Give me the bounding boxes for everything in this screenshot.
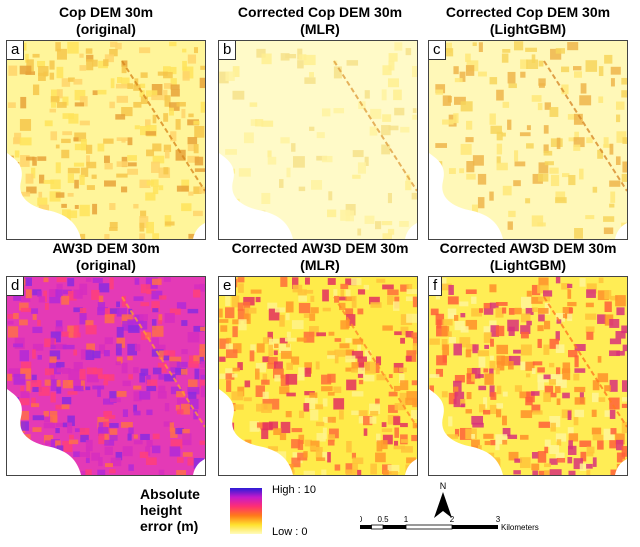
map-f-raster (429, 277, 627, 475)
panel-a-title-line1: Cop DEM 30m (58, 4, 154, 20)
scale-bar-segments (360, 524, 498, 530)
panel-d-title-line2: (original) (76, 257, 136, 273)
map-panel-c: c (428, 40, 628, 240)
panel-a-title: Cop DEM 30m (original) (0, 4, 212, 38)
map-d-raster (7, 277, 205, 475)
map-e-raster (219, 277, 417, 475)
panel-a-letter: a (7, 41, 25, 60)
panel-b-letter: b (219, 41, 237, 60)
panel-f-title: Corrected AW3D DEM 30m (LightGBM) (422, 240, 634, 274)
map-panel-e: e (218, 276, 418, 476)
map-c-raster (429, 41, 627, 239)
scale-tick-0: 0 (360, 515, 363, 524)
panel-f-title-line1: Corrected AW3D DEM 30m (439, 240, 617, 256)
north-label: N (440, 481, 447, 491)
scale-tick-1: 1 (404, 515, 409, 524)
north-arrow-icon: N (431, 480, 455, 527)
scale-units: Kilometers (501, 523, 539, 532)
legend-color-ramp (230, 488, 262, 534)
panel-d-letter: d (7, 277, 25, 296)
map-panel-f: f (428, 276, 628, 476)
panel-b-title-line2: (MLR) (300, 21, 340, 37)
panel-b-title: Corrected Cop DEM 30m (MLR) (214, 4, 426, 38)
legend-high-label: High : 10 (272, 484, 317, 496)
scale-tick-0-5: 0.5 (377, 515, 389, 524)
panel-a-title-line2: (original) (76, 21, 136, 37)
legend-title-line3: error (m) (140, 518, 199, 534)
map-b-raster (219, 41, 417, 239)
panel-f-letter: f (429, 277, 443, 296)
panel-f-title-line2: (LightGBM) (489, 257, 567, 273)
panel-d-title: AW3D DEM 30m (original) (0, 240, 212, 274)
map-a-raster (7, 41, 205, 239)
panel-c-title-line2: (LightGBM) (489, 21, 567, 37)
legend-title-line1: Absolute (140, 486, 200, 502)
panel-e-title: Corrected AW3D DEM 30m (MLR) (214, 240, 426, 274)
panel-b-title-line1: Corrected Cop DEM 30m (237, 4, 403, 20)
panel-c-letter: c (429, 41, 446, 60)
panel-c-title: Corrected Cop DEM 30m (LightGBM) (422, 4, 634, 38)
scale-bar: 0 0.5 1 2 3 Kilometers (358, 514, 560, 547)
scale-tick-2: 2 (450, 515, 455, 524)
legend-low-label: Low : 0 (272, 526, 308, 538)
scale-tick-3: 3 (496, 515, 501, 524)
panel-e-letter: e (219, 277, 237, 296)
map-panel-a: a (6, 40, 206, 240)
legend-title-line2: height (140, 502, 182, 518)
map-panel-d: d (6, 276, 206, 476)
panel-d-title-line1: AW3D DEM 30m (52, 240, 160, 256)
panel-e-title-line2: (MLR) (300, 257, 340, 273)
panel-c-title-line1: Corrected Cop DEM 30m (445, 4, 611, 20)
north-arrowhead (434, 492, 452, 518)
map-panel-b: b (218, 40, 418, 240)
panel-e-title-line1: Corrected AW3D DEM 30m (231, 240, 409, 256)
legend-title: Absolute height error (m) (140, 486, 200, 534)
